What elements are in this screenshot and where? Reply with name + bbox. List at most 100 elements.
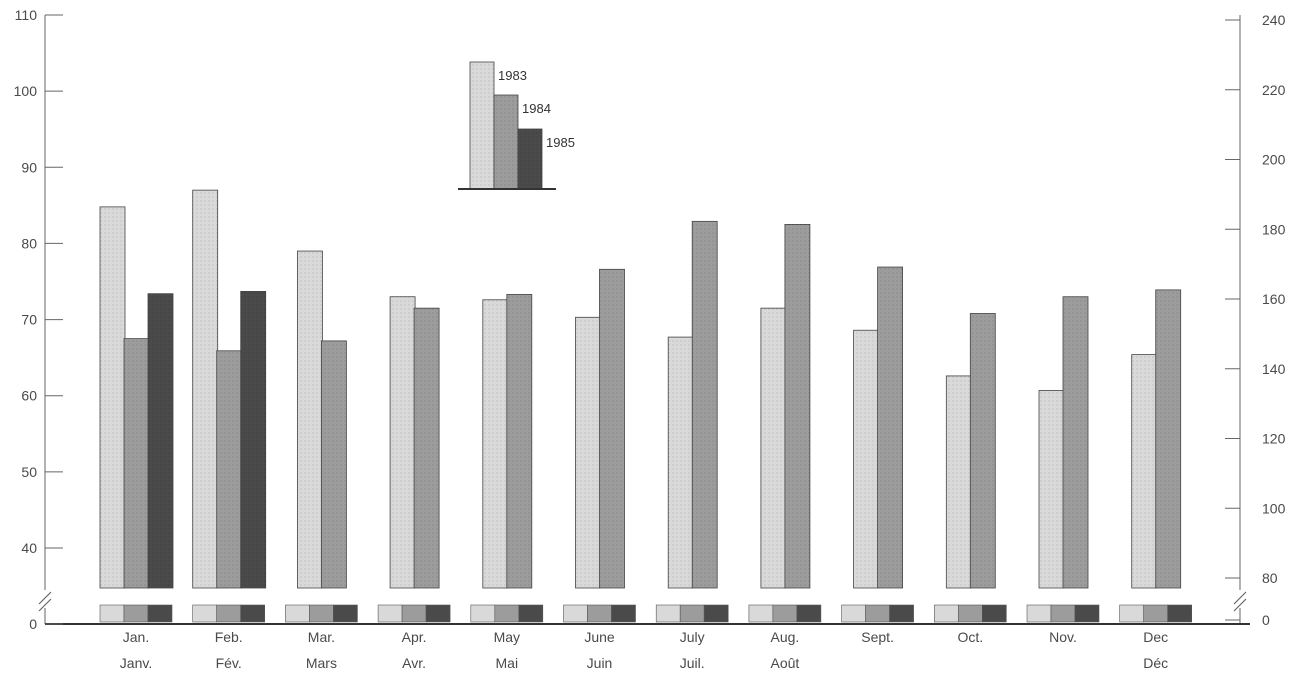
bar-stub-1983 bbox=[655, 604, 681, 623]
right-tick-label: 0 bbox=[1262, 612, 1270, 628]
x-tick-label: Mar. bbox=[308, 629, 335, 645]
bar-stub-1984 bbox=[401, 604, 427, 623]
left-tick-label: 70 bbox=[21, 312, 37, 328]
left-tick-label: 100 bbox=[14, 83, 38, 99]
x-tick-label: Aug. bbox=[770, 629, 799, 645]
left-tick-label: 110 bbox=[15, 7, 38, 23]
bar-texture-1985-Feb. bbox=[240, 291, 266, 588]
bar-stub-1984 bbox=[1143, 604, 1168, 623]
right-tick-label: 220 bbox=[1262, 82, 1286, 98]
x-tick-label: Feb. bbox=[215, 629, 243, 645]
bar-stub-1984 bbox=[679, 604, 705, 623]
right-tick-label: 80 bbox=[1262, 570, 1278, 586]
right-tick-label: 120 bbox=[1262, 431, 1286, 447]
left-tick-label: 90 bbox=[21, 159, 37, 175]
x-tick-label: May bbox=[494, 629, 520, 645]
legend-label-1984: 1984 bbox=[522, 101, 551, 116]
x-tick-label: Apr. bbox=[402, 629, 427, 645]
x-tick-label: July bbox=[680, 629, 705, 645]
x-tick-label: June bbox=[584, 629, 615, 645]
bar-stub-1985 bbox=[1167, 604, 1192, 623]
bar-stub-1983 bbox=[748, 604, 774, 623]
left-tick-label: 80 bbox=[21, 235, 37, 251]
bar-stub-1985 bbox=[703, 604, 729, 623]
bar-stub-1985 bbox=[425, 604, 451, 623]
bar-stub-1985 bbox=[240, 604, 265, 623]
x-tick-label-fr: Fév. bbox=[216, 655, 242, 671]
x-tick-label: Nov. bbox=[1049, 629, 1077, 645]
x-tick-label: Oct. bbox=[957, 629, 983, 645]
x-tick-label-fr: Juil. bbox=[680, 655, 705, 671]
bar-stub-1984 bbox=[309, 604, 334, 623]
bar-stub-1984 bbox=[216, 604, 241, 623]
bar-stub-1983 bbox=[99, 604, 125, 623]
bar-stub-1984 bbox=[957, 604, 983, 623]
bar-stub-1983 bbox=[933, 604, 959, 623]
bar-stub-1984 bbox=[865, 604, 890, 623]
x-tick-label-fr: Janv. bbox=[120, 655, 152, 671]
bar-texture-1983-Feb. bbox=[192, 190, 218, 588]
bar-stub-1983 bbox=[192, 604, 217, 623]
bar-stub-1985 bbox=[611, 604, 636, 623]
bar-texture-1984-May bbox=[506, 294, 532, 588]
x-tick-label-fr: Août bbox=[770, 655, 799, 671]
x-tick-label-fr: Mai bbox=[496, 655, 519, 671]
left-tick-label: 0 bbox=[29, 616, 37, 632]
bar-texture-1983-Nov. bbox=[1039, 390, 1064, 588]
bar-texture-1983-Sept. bbox=[853, 330, 879, 588]
x-tick-label: Jan. bbox=[123, 629, 149, 645]
right-tick-label: 200 bbox=[1262, 152, 1286, 168]
bar-stub-1985 bbox=[889, 604, 914, 623]
bar-texture-1983-Aug. bbox=[760, 308, 786, 588]
right-tick-label: 160 bbox=[1262, 291, 1286, 307]
bar-texture-1984-Nov. bbox=[1063, 296, 1088, 588]
bar-texture-1983-June bbox=[575, 317, 601, 588]
x-tick-label-fr: Avr. bbox=[402, 655, 426, 671]
bar-texture-1984-Aug. bbox=[784, 224, 810, 588]
bar-texture-1984-Dec bbox=[1155, 289, 1181, 588]
bar-stub-1984 bbox=[123, 604, 149, 623]
bar-stub-1983 bbox=[563, 604, 588, 623]
x-tick-label-fr: Mars bbox=[306, 655, 337, 671]
bar-texture-1983-May bbox=[482, 299, 508, 588]
bar-texture-1985-Jan. bbox=[148, 293, 173, 588]
left-tick-label: 50 bbox=[21, 464, 37, 480]
right-tick-label: 240 bbox=[1262, 12, 1286, 28]
bar-texture-1983-Dec bbox=[1131, 354, 1157, 588]
bar-stub-1983 bbox=[841, 604, 866, 623]
legend-label-1985: 1985 bbox=[546, 135, 575, 150]
bar-stub-1983 bbox=[470, 604, 496, 623]
left-axis-break bbox=[38, 591, 52, 612]
right-tick-label: 180 bbox=[1262, 221, 1286, 237]
bar-texture-1984-Jan. bbox=[124, 338, 149, 588]
right-tick-label: 100 bbox=[1262, 500, 1286, 516]
x-tick-label-fr: Déc bbox=[1143, 655, 1168, 671]
bar-stub-1984 bbox=[772, 604, 798, 623]
bar-stub-1985 bbox=[147, 604, 173, 623]
bar-stub-1985 bbox=[981, 604, 1007, 623]
bar-texture-1984-Feb. bbox=[216, 350, 242, 588]
bar-stub-1985 bbox=[333, 604, 358, 623]
bar-texture-1984-June bbox=[599, 269, 625, 588]
bar-texture-1984-Sept. bbox=[877, 267, 903, 588]
bar-texture-1984-Mar. bbox=[321, 340, 347, 588]
bar-texture-1983-Jan. bbox=[100, 206, 125, 588]
bar-texture-1983-Mar. bbox=[297, 251, 323, 589]
x-tick-label-fr: Juin bbox=[587, 655, 613, 671]
bar-stub-1984 bbox=[587, 604, 612, 623]
legend-label-1983: 1983 bbox=[498, 68, 527, 83]
x-axis-labels: Jan. Janv. Feb. Fév. Mar. Mars Apr. Avr. May Mai J… bbox=[120, 629, 1168, 671]
bar-stub-1985 bbox=[796, 604, 822, 623]
bar-texture-1983-Oct. bbox=[946, 375, 972, 588]
bar-stub-1983 bbox=[1026, 604, 1052, 623]
bar-stub-1985 bbox=[518, 604, 544, 623]
right-tick-label: 140 bbox=[1262, 361, 1286, 377]
right-axis-break bbox=[1233, 591, 1247, 612]
left-tick-label: 40 bbox=[21, 540, 37, 556]
bar-stub-1983 bbox=[1119, 604, 1144, 623]
x-tick-label: Dec bbox=[1143, 629, 1168, 645]
axes: 0 40 50 60 70 80 90 100 110 0 80 100 120 140 160 180 200… bbox=[14, 7, 1286, 632]
x-tick-label: Sept. bbox=[861, 629, 894, 645]
legend: 1983 1984 1985 bbox=[458, 61, 575, 190]
